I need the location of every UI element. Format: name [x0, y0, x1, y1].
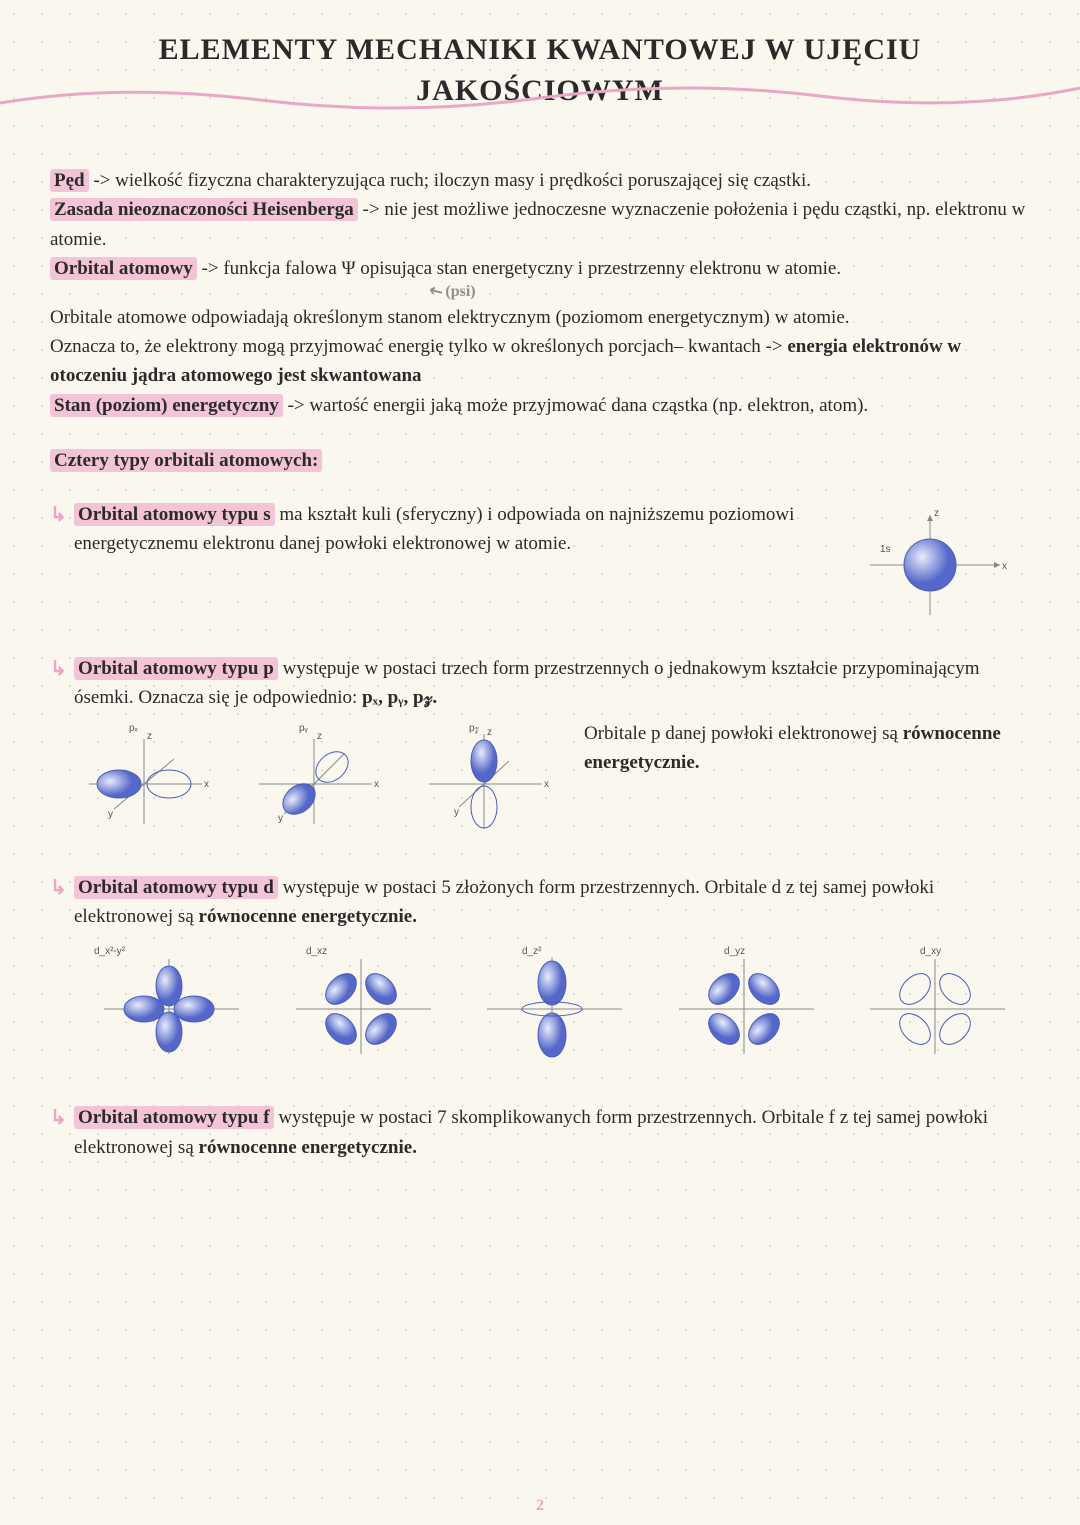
- fig-d3: d_z²: [467, 939, 637, 1069]
- term-s: Orbital atomowy typu s: [74, 503, 275, 526]
- svg-text:d_x²-y²: d_x²-y²: [94, 946, 126, 957]
- def-stan: Stan (poziom) energetyczny -> wartość en…: [50, 391, 1030, 420]
- svg-text:d_xz: d_xz: [306, 946, 327, 957]
- orbital-f-text: Orbital atomowy typu f występuje w posta…: [74, 1103, 1030, 1162]
- svg-text:d_xy: d_xy: [920, 946, 941, 957]
- fig-px: pₓ x z y: [74, 719, 214, 839]
- hook-icon: ↳: [50, 654, 67, 685]
- svg-text:y: y: [454, 807, 459, 818]
- svg-text:x: x: [1002, 561, 1007, 572]
- four-types-heading: Cztery typy orbitali atomowych:: [50, 446, 1030, 475]
- orbital-note-2: Oznacza to, że elektrony mogą przyjmować…: [50, 332, 1030, 391]
- fig-d2: d_xz: [276, 939, 446, 1069]
- rest-f-b: równocenne energetycznie.: [199, 1137, 417, 1158]
- svg-text:pₓ: pₓ: [129, 723, 139, 734]
- page-number: 2: [0, 1497, 1080, 1515]
- d-figures: d_x²-y² d_xz d_z²: [74, 939, 1030, 1069]
- rest-ped: -> wielkość fizyczna charakteryzująca ru…: [89, 170, 811, 191]
- svg-text:pᵧ: pᵧ: [299, 723, 309, 734]
- fig-py: pᵧ x z y: [244, 719, 384, 839]
- orbital-note-1: Orbitale atomowe odpowiadają określonym …: [50, 303, 1030, 332]
- term-orbital: Orbital atomowy: [50, 257, 197, 280]
- four-types-text: Cztery typy orbitali atomowych:: [50, 449, 322, 472]
- psi-text: (psi): [445, 283, 475, 300]
- def-heisenberg: Zasada nieoznaczoności Heisenberga -> ni…: [50, 195, 1030, 254]
- svg-text:z: z: [147, 731, 152, 742]
- rest-stan: -> wartość energii jaką może przyjmować …: [283, 395, 868, 416]
- orbital-s-figure: x z 1s: [850, 500, 1030, 630]
- orb3-a: Oznacza to, że elektrony mogą przyjmować…: [50, 336, 787, 357]
- fig-pz: p𝓏 x z y: [414, 719, 554, 839]
- orbital-p-block: ↳ Orbital atomowy typu p występuje w pos…: [50, 654, 1030, 839]
- svg-text:x: x: [374, 779, 379, 790]
- svg-text:z: z: [487, 727, 492, 738]
- svg-text:z: z: [934, 508, 939, 519]
- rest-d-b: równocenne energetycznie.: [199, 906, 417, 927]
- term-p: Orbital atomowy typu p: [74, 657, 278, 680]
- orbital-s-block: ↳ Orbital atomowy typu s ma kształt kuli…: [50, 500, 1030, 630]
- def-ped: Pęd -> wielkość fizyczna charakteryzując…: [50, 166, 1030, 195]
- svg-text:y: y: [108, 809, 113, 820]
- term-ped: Pęd: [50, 169, 89, 192]
- hook-icon: ↳: [50, 873, 67, 904]
- svg-text:x: x: [544, 779, 549, 790]
- svg-text:d_yz: d_yz: [724, 946, 745, 957]
- rest-orbital: -> funkcja falowa Ψ opisująca stan energ…: [197, 258, 841, 279]
- svg-text:p𝓏: p𝓏: [469, 723, 480, 734]
- hook-icon: ↳: [50, 1103, 67, 1134]
- svg-text:z: z: [317, 731, 322, 742]
- term-f: Orbital atomowy typu f: [74, 1106, 274, 1129]
- term-stan: Stan (poziom) energetyczny: [50, 394, 283, 417]
- svg-text:y: y: [278, 813, 283, 824]
- p-labels: pₓ, pᵧ, p𝓏.: [362, 687, 437, 708]
- orbital-s-text: Orbital atomowy typu s ma kształt kuli (…: [74, 500, 830, 559]
- fig-d1: d_x²-y²: [84, 939, 254, 1069]
- svg-text:d_z²: d_z²: [522, 946, 542, 957]
- hook-icon: ↳: [50, 500, 67, 531]
- svg-text:1s: 1s: [880, 544, 891, 555]
- p-side-a: Orbitale p danej powłoki elektronowej są: [584, 723, 903, 744]
- p-figures: pₓ x z y pᵧ x z y: [74, 719, 554, 839]
- content-body: Pęd -> wielkość fizyczna charakteryzując…: [50, 166, 1030, 1162]
- fig-d4: d_yz: [659, 939, 829, 1069]
- orbital-d-block: ↳ Orbital atomowy typu d występuje w pos…: [50, 873, 1030, 1070]
- orbital-p-text: Orbital atomowy typu p występuje w posta…: [74, 654, 1030, 713]
- decorative-wave: [0, 78, 1080, 118]
- orbital-f-block: ↳ Orbital atomowy typu f występuje w pos…: [50, 1103, 1030, 1162]
- p-side-text: Orbitale p danej powłoki elektronowej są…: [564, 719, 1030, 778]
- term-heisenberg: Zasada nieoznaczoności Heisenberga: [50, 198, 358, 221]
- svg-text:x: x: [204, 779, 209, 790]
- term-d: Orbital atomowy typu d: [74, 876, 278, 899]
- fig-d5: d_xy: [850, 939, 1020, 1069]
- orbital-d-text: Orbital atomowy typu d występuje w posta…: [74, 873, 1030, 932]
